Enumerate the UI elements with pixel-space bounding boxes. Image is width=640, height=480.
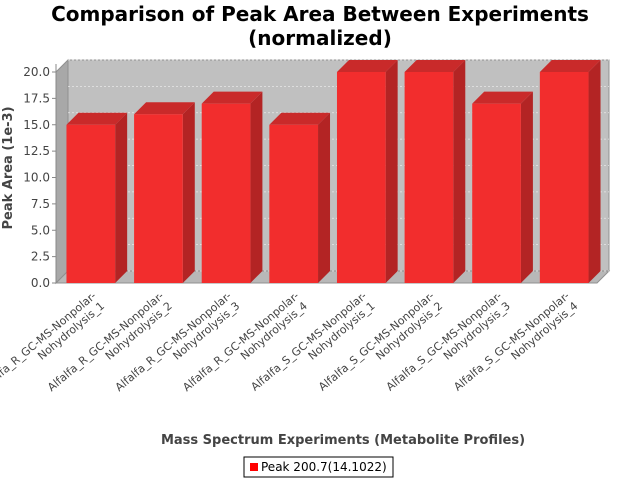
bar-front — [66, 124, 116, 283]
chart-title-line: Comparison of Peak Area Between Experime… — [51, 2, 589, 26]
bar-front — [404, 72, 454, 283]
bar-side — [115, 112, 128, 283]
bar-side — [385, 60, 398, 283]
x-axis: Alfalfa_R_GC-MS-Nonpolar-Nohydrolysis_1A… — [0, 289, 580, 404]
bar-side — [182, 102, 195, 283]
bar-front — [134, 114, 183, 283]
bar-top — [269, 112, 331, 125]
bar — [404, 60, 466, 283]
bar — [269, 112, 331, 283]
x-tick-label: Alfalfa_R_GC-MS-Nonpolar-Nohydrolysis_4 — [180, 289, 310, 404]
bar-top — [336, 60, 398, 72]
x-tick-label: Alfalfa_S_GC-MS-Nonpolar-Nohydrolysis_2 — [316, 289, 445, 403]
bar — [134, 102, 195, 283]
bar-side — [588, 60, 601, 283]
x-tick-label: Alfalfa_S_GC-MS-Nonpolar-Nohydrolysis_3 — [384, 289, 513, 403]
bar-top — [134, 102, 195, 115]
bar — [201, 91, 263, 284]
bar-front — [336, 72, 386, 283]
bar-side — [520, 91, 533, 284]
x-tick-label: Alfalfa_S_GC-MS-Nonpolar-Nohydrolysis_1 — [249, 289, 378, 403]
bars — [66, 60, 601, 284]
legend-box — [243, 456, 394, 478]
y-tick-label: 17.5 — [23, 91, 50, 105]
y-tick-label: 2.5 — [31, 250, 50, 264]
y-tick-label: 5.0 — [31, 223, 50, 237]
bar-front — [539, 72, 589, 283]
y-tick-label: 20.0 — [23, 65, 50, 79]
y-tick-label: 0.0 — [31, 276, 50, 290]
y-axis-title: Peak Area (1e-3) — [1, 106, 16, 229]
y-tick-label: 12.5 — [23, 144, 50, 158]
y-tick-label: 7.5 — [31, 197, 50, 211]
bar-front — [269, 124, 319, 283]
bar-top — [404, 60, 466, 72]
y-axis: 0.0 2.5 5.0 7.5 10.0 12.5 15.0 17.5 20.0 — [23, 64, 57, 290]
bar-side — [250, 91, 263, 284]
bar-top — [66, 112, 128, 125]
bar-front — [201, 103, 251, 284]
x-tick-label: Alfalfa_S_GC-MS-Nonpolar-Nohydrolysis_4 — [451, 289, 580, 403]
bar-front — [472, 103, 521, 284]
chart-subtitle: (normalized) — [248, 26, 392, 50]
chart-title: Comparison of Peak Area Between Experime… — [0, 2, 640, 50]
x-tick-label: Alfalfa_R_GC-MS-Nonpolar-Nohydrolysis_3 — [113, 289, 243, 404]
x-axis-title: Mass Spectrum Experiments (Metabolite Pr… — [161, 433, 525, 448]
plot-left-wall — [55, 58, 69, 285]
bar-side — [453, 60, 466, 283]
bar — [336, 60, 398, 283]
bar — [539, 60, 601, 283]
bar-top — [539, 60, 601, 72]
legend-label: Peak 200.7(14.1022) — [261, 460, 387, 474]
bar-top — [472, 91, 533, 104]
bar-top — [201, 91, 263, 104]
x-tick-label: Alfalfa_R_GC-MS-Nonpolar-Nohydrolysis_2 — [45, 289, 175, 404]
y-tick-label: 10.0 — [23, 171, 50, 185]
legend: Peak 200.7(14.1022) — [243, 456, 394, 478]
legend-swatch — [250, 463, 258, 471]
bar — [472, 91, 533, 284]
bar — [66, 112, 128, 283]
bar-side — [318, 112, 331, 283]
y-tick-label: 15.0 — [23, 118, 50, 132]
